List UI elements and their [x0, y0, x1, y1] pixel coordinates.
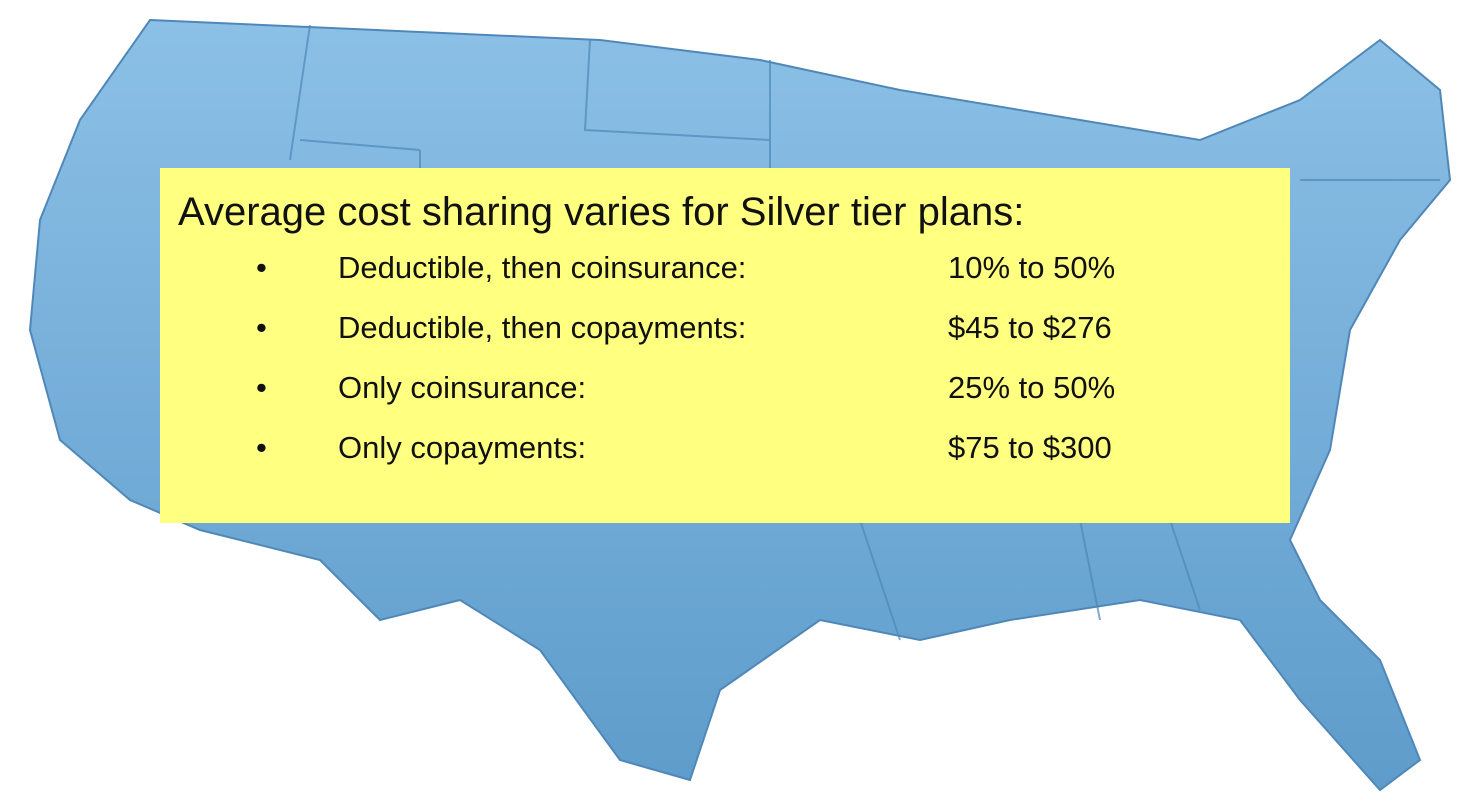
callout-box: Average cost sharing varies for Silver t…	[160, 168, 1290, 523]
item-value: $45 to $276	[948, 310, 1112, 345]
item-value: $75 to $300	[948, 430, 1112, 465]
bullet: •	[256, 430, 267, 465]
bullet: •	[256, 310, 267, 345]
item-label: Deductible, then coinsurance:	[338, 250, 747, 285]
item-value: 25% to 50%	[948, 370, 1116, 405]
item-label: Only coinsurance:	[338, 370, 587, 405]
item-label: Deductible, then copayments:	[338, 310, 747, 345]
bullet: •	[256, 370, 267, 405]
bullet: •	[256, 250, 267, 285]
title: Average cost sharing varies for Silver t…	[178, 190, 1025, 234]
item-label: Only copayments:	[338, 430, 587, 465]
item-value: 10% to 50%	[948, 250, 1116, 285]
